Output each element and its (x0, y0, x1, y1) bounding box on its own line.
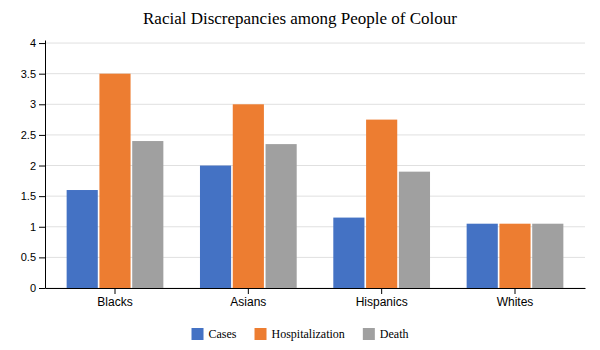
x-tick-label: Hispanics (356, 295, 408, 309)
y-tick-label: 0.5 (21, 251, 36, 263)
y-tick: 1 (30, 221, 45, 233)
y-tick: 2 (30, 160, 45, 172)
bar (467, 224, 498, 288)
plot: 0 0.5 1 1.5 2 2.5 3 3.5 4 Blacks Asians Hispanics Wh… (21, 37, 586, 308)
legend-label: Cases (209, 327, 237, 341)
x-tick-mark (115, 288, 116, 294)
chart: 0 0.5 1 1.5 2 2.5 3 3.5 4 Blacks Asians Hispanics Wh… (0, 0, 600, 350)
bar (200, 166, 231, 288)
y-tick: 0 (30, 282, 45, 294)
legend-swatch (363, 328, 375, 340)
y-tick: 4 (30, 37, 45, 49)
legend-label: Hospitalization (272, 327, 345, 341)
bars (67, 74, 564, 288)
x-tick-mark (515, 288, 516, 294)
y-tick-mark (39, 104, 45, 105)
x-tick-label: Whites (497, 295, 534, 309)
y-tick-label: 4 (30, 37, 36, 49)
x-tick: Asians (230, 288, 266, 309)
y-tick-label: 2.5 (21, 129, 36, 141)
x-tick-label: Blacks (97, 295, 132, 309)
bar (333, 218, 364, 288)
bar (233, 104, 264, 288)
y-tick-mark (39, 74, 45, 75)
legend-label: Death (380, 327, 409, 341)
y-tick-mark (39, 227, 45, 228)
y-tick-mark (39, 135, 45, 136)
x-tick: Hispanics (356, 288, 408, 309)
y-tick-label: 1.5 (21, 190, 36, 202)
y-tick: 2.5 (21, 129, 45, 141)
legend-item: Hospitalization (255, 327, 345, 341)
y-tick-mark (39, 257, 45, 258)
bar (366, 120, 397, 288)
y-tick: 3.5 (21, 68, 45, 80)
legend-swatch (192, 328, 204, 340)
bar (99, 74, 130, 288)
bar (399, 172, 430, 288)
y-tick-label: 0 (30, 282, 36, 294)
title: Racial Discrepancies among People of Col… (143, 9, 457, 28)
y-axis-line (45, 41, 46, 289)
bar (266, 144, 297, 288)
grid (45, 43, 585, 288)
x-tick: Whites (497, 288, 534, 309)
y-tick: 1.5 (21, 190, 45, 202)
y-axis: 0 0.5 1 1.5 2 2.5 3 3.5 4 (21, 37, 46, 294)
bar (532, 224, 563, 288)
y-tick-mark (39, 196, 45, 197)
x-tick: Blacks (97, 288, 132, 309)
y-tick-label: 3.5 (21, 68, 36, 80)
y-tick-label: 2 (30, 160, 36, 172)
x-tick-mark (248, 288, 249, 294)
x-tick-label: Asians (230, 295, 266, 309)
legend-item: Death (363, 327, 409, 341)
bar (132, 141, 163, 288)
y-tick-label: 3 (30, 98, 36, 110)
legend-item: Cases (192, 327, 237, 341)
y-tick-mark (39, 43, 45, 44)
legend-swatch (255, 328, 267, 340)
bar (499, 224, 530, 288)
y-tick: 0.5 (21, 251, 45, 263)
legend: Cases Hospitalization Death (192, 327, 409, 341)
bar-series (99, 74, 530, 288)
x-axis: Blacks Asians Hispanics Whites (46, 288, 586, 309)
grid-line (45, 43, 585, 44)
y-tick-mark (39, 288, 45, 289)
y-tick: 3 (30, 98, 45, 110)
bar-series (132, 141, 563, 288)
x-tick-mark (381, 288, 382, 294)
bar (67, 190, 98, 288)
y-tick-mark (39, 166, 45, 167)
x-axis-line (46, 288, 586, 289)
y-tick-label: 1 (30, 221, 36, 233)
